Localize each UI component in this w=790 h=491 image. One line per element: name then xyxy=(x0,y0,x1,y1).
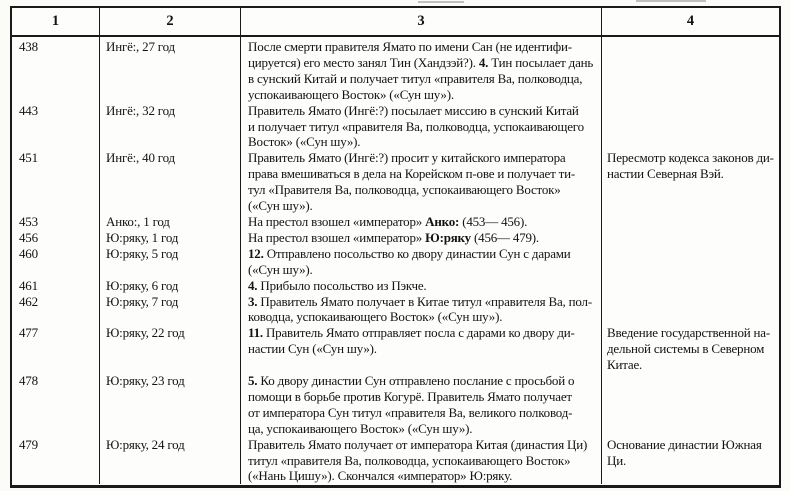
event-line: Восток» («Сун шу»). xyxy=(248,134,361,150)
event-cell: Правитель Ямато (Ингё:?) посылает миссию… xyxy=(241,102,602,151)
year-cell: 453 xyxy=(12,213,100,230)
ruler-cell: Ингё:, 32 год xyxy=(100,102,241,151)
year-cell: 451 xyxy=(12,150,100,214)
event-line: в сунский Китай и получает титул «правит… xyxy=(248,70,583,86)
ruler-cell: Анко:, 1 год xyxy=(100,213,241,230)
event-cell: 12. Отправлено посольство ко двору динас… xyxy=(241,245,602,278)
event-line: успокаивающего Восток» («Сун шу»). xyxy=(248,86,454,102)
event-cell: Правитель Ямато (Ингё:?) просит у китайс… xyxy=(241,150,602,214)
note-line: Основание династии Южная xyxy=(607,436,762,452)
event-line: На престол взошел «император» Ю:ряку (45… xyxy=(248,229,539,245)
event-line: ководца, успокаивающего Восток» («Сун шу… xyxy=(248,309,503,325)
header-cell-1: 1 xyxy=(12,8,100,35)
event-cell: 11. Правитель Ямато отправляет посла с д… xyxy=(241,325,602,374)
event-line: 12. Отправлено посольство ко двору динас… xyxy=(248,245,571,261)
note-cell: Основание династии Южная Ци. xyxy=(602,437,779,485)
note-cell xyxy=(602,246,779,278)
event-cell: 3. Правитель Ямато получает в Китае титу… xyxy=(241,293,602,326)
note-cell xyxy=(602,214,779,230)
year-cell: 438 xyxy=(12,37,100,103)
year-cell: 460 xyxy=(12,245,100,278)
event-line: от императора Сун титул «правителя Ва, в… xyxy=(248,404,573,420)
ruler-cell: Ю:ряку, 22 год xyxy=(100,325,241,374)
event-line: 5. Ко двору династии Сун отправлено посл… xyxy=(248,373,575,389)
event-line: («Сун шу»). xyxy=(248,261,313,277)
event-line: цируется) его место занял Тин (Хандзэй?)… xyxy=(248,54,594,70)
event-line: титул «правителя Ва, полководца, успокаи… xyxy=(248,452,571,468)
table-row: 479 Ю:ряку, 24 год Правитель Ямато получае… xyxy=(12,436,779,485)
ruler-cell: Ю:ряку, 23 год xyxy=(100,373,241,437)
note-cell xyxy=(602,278,779,294)
note-cell: Введение государственной на-дельной сист… xyxy=(602,325,779,373)
table-row: 443 Ингё:, 32 год Правитель Ямато (Ингё:?)… xyxy=(12,102,779,151)
event-line: После смерти правителя Ямато по имени Са… xyxy=(248,39,572,54)
table-row: 438 Ингё:, 27 год После смерти правителя Я… xyxy=(12,37,779,103)
event-line: («Сун шу»). xyxy=(248,198,313,214)
note-cell xyxy=(602,230,779,246)
ruler-cell: Ю:ряку, 24 год xyxy=(100,436,241,485)
table-body: 438 Ингё:, 27 год После смерти правителя Я… xyxy=(12,37,779,485)
ruler-cell: Ю:ряку, 7 год xyxy=(100,293,241,326)
table-row: 451 Ингё:, 40 год Правитель Ямато (Ингё:?)… xyxy=(12,150,779,214)
note-line: настии Северная Вэй. xyxy=(607,166,724,182)
event-line: настии Сун («Сун шу»). xyxy=(248,341,377,357)
event-line: ца, успокаивающего Восток» («Сун шу»). xyxy=(248,420,473,436)
note-cell: Пересмотр кодекса законов ди-настии Севе… xyxy=(602,150,779,214)
ruler-cell: Ингё:, 27 год xyxy=(100,37,241,103)
scan-artifact xyxy=(418,1,464,3)
event-line: тул «Правителя Ва, полководца, успокаива… xyxy=(248,182,561,198)
event-line: 4. Прибыло посольство из Пэкче. xyxy=(248,277,427,293)
note-cell xyxy=(602,373,779,437)
year-cell: 478 xyxy=(12,373,100,437)
event-cell: На престол взошел «император» Анко: (453… xyxy=(241,213,602,230)
event-line: 3. Правитель Ямато получает в Китае титу… xyxy=(248,293,592,309)
table-header-row: 1 2 3 4 xyxy=(12,8,779,37)
table-row: 477 Ю:ряку, 22 год 11. Правитель Ямато отп… xyxy=(12,325,779,374)
table-row: 453 Анко:, 1 год На престол взошел «импера… xyxy=(12,213,779,230)
event-line: права вмешиваться в дела на Корейском п-… xyxy=(248,166,575,182)
header-cell-4: 4 xyxy=(686,13,695,29)
event-line: 11. Правитель Ямато отправляет посла с д… xyxy=(248,325,575,341)
note-line: дельной системы в Северном xyxy=(607,341,765,357)
note-line: Введение государственной на- xyxy=(607,325,771,341)
note-line: Китае. xyxy=(607,357,643,373)
year-cell: 461 xyxy=(12,277,100,294)
ruler-cell: Ю:ряку, 1 год xyxy=(100,229,241,246)
year-cell: 456 xyxy=(12,229,100,246)
note-cell xyxy=(602,37,779,103)
header-cell-3: 3 xyxy=(241,8,602,35)
event-cell: Правитель Ямато получает от императора К… xyxy=(241,436,602,485)
table-row: 460 Ю:ряку, 5 год 12. Отправлено посольств… xyxy=(12,245,779,278)
note-cell xyxy=(602,103,779,151)
note-line: Пересмотр кодекса законов ди- xyxy=(607,150,774,166)
event-line: помощи в борьбе против Когурё. Правитель… xyxy=(248,388,572,404)
event-cell: После смерти правителя Ямато по имени Са… xyxy=(241,37,602,103)
table-row: 461 Ю:ряку, 6 год 4. Прибыло посольство из… xyxy=(12,277,779,294)
year-cell: 479 xyxy=(12,436,100,485)
event-line: Правитель Ямато (Ингё:?) посылает миссию… xyxy=(248,102,579,118)
table-row: 456 Ю:ряку, 1 год На престол взошел «импер… xyxy=(12,229,779,246)
year-cell: 477 xyxy=(12,325,100,374)
event-line: На престол взошел «император» Анко: (453… xyxy=(248,213,528,229)
event-line: Правитель Ямато (Ингё:?) просит у китайс… xyxy=(248,150,566,166)
scan-artifact xyxy=(636,0,706,2)
table-row: 462 Ю:ряку, 7 год 3. Правитель Ямато получ… xyxy=(12,293,779,326)
event-line: («Нань Цишу»). Скончался «император» Ю:р… xyxy=(248,468,513,484)
header-cell-2: 2 xyxy=(100,8,241,35)
note-line: Ци. xyxy=(607,452,626,468)
year-cell: 462 xyxy=(12,293,100,326)
event-cell: 4. Прибыло посольство из Пэкче. xyxy=(241,277,602,294)
event-cell: На престол взошел «император» Ю:ряку (45… xyxy=(241,229,602,246)
event-line: и получает титул «правителя Ва, полковод… xyxy=(248,118,584,134)
note-cell xyxy=(602,294,779,326)
chronology-table: 1 2 3 4 438 Ингё:, 27 год После смерти пра… xyxy=(10,6,781,488)
table-row: 478 Ю:ряку, 23 год 5. Ко двору династии Су… xyxy=(12,373,779,437)
event-line: Правитель Ямато получает от императора К… xyxy=(248,436,588,452)
ruler-cell: Ю:ряку, 5 год xyxy=(100,245,241,278)
ruler-cell: Ю:ряку, 6 год xyxy=(100,277,241,294)
event-cell: 5. Ко двору династии Сун отправлено посл… xyxy=(241,373,602,437)
year-cell: 443 xyxy=(12,102,100,151)
ruler-cell: Ингё:, 40 год xyxy=(100,150,241,214)
